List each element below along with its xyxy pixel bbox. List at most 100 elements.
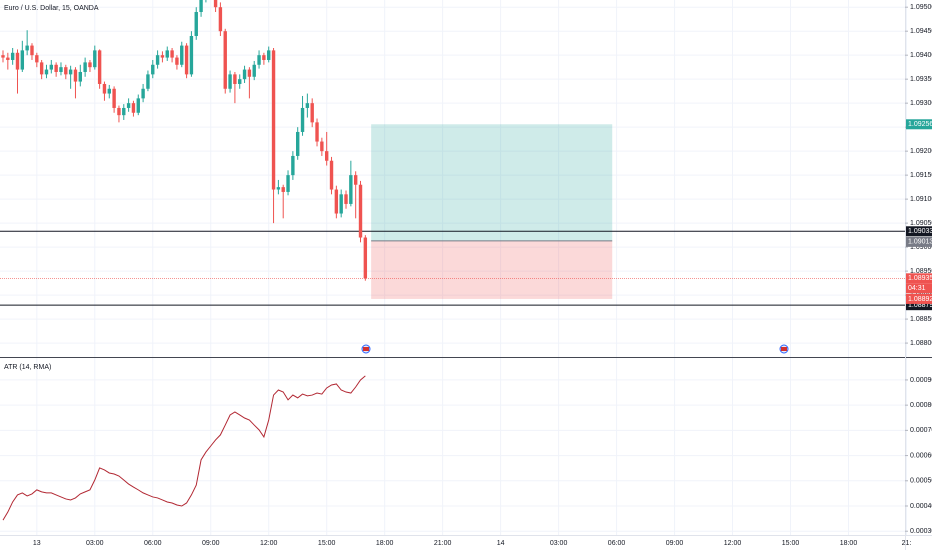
candle-body — [194, 11, 198, 36]
candle-body — [170, 50, 174, 58]
y-tick-label: 1.08850 — [910, 316, 932, 323]
candle-body — [262, 55, 266, 60]
candle-body — [310, 103, 314, 123]
x-tick-label: 12:00 — [724, 540, 742, 547]
candle-body — [44, 69, 49, 75]
event-marker[interactable] — [779, 344, 789, 354]
line-price-label: 1.09033 — [908, 228, 932, 235]
y-tick-label: 1.09150 — [910, 172, 932, 179]
candle-body — [141, 88, 145, 99]
candle-body — [30, 45, 34, 56]
candle-body — [267, 50, 271, 60]
candle-body — [315, 122, 319, 142]
x-tick-label: 12:00 — [260, 540, 278, 547]
x-tick-label: 13 — [33, 540, 41, 547]
candle-body — [363, 237, 368, 279]
y-tick-label: 1.09200 — [910, 148, 932, 155]
candle-body — [286, 175, 290, 192]
x-tick-label: 15:00 — [782, 540, 800, 547]
candle-body — [247, 69, 252, 77]
candle-body — [136, 98, 140, 113]
entry-price-label: 1.09013 — [908, 239, 932, 246]
event-marker[interactable] — [361, 344, 371, 354]
candle-body — [238, 79, 242, 84]
profit-zone — [371, 124, 613, 241]
x-tick-label: 21:00 — [434, 540, 452, 547]
stop-price-label: 1.08892 — [908, 296, 932, 303]
candle-body — [189, 35, 194, 75]
countdown-label-bg — [906, 283, 932, 294]
y-tick-label: 1.09450 — [910, 28, 932, 35]
candle-body — [54, 64, 58, 72]
candle-body — [151, 64, 155, 75]
candle-body — [88, 62, 92, 68]
candle-body — [39, 62, 44, 75]
countdown-label: 04:31 — [908, 285, 926, 292]
stop-price-label-bg — [906, 293, 932, 304]
candle-body — [165, 50, 169, 58]
candle-body — [344, 194, 348, 204]
candle-body — [20, 50, 25, 70]
x-tick-label: 15:00 — [318, 540, 336, 547]
candle-body — [49, 64, 54, 70]
y-tick-label: 1.09300 — [910, 100, 932, 107]
candle-body — [122, 107, 126, 116]
candle-body — [257, 55, 261, 65]
candle-body — [233, 74, 237, 84]
line-price-label-bg — [906, 300, 932, 311]
candle-body — [324, 151, 329, 161]
loss-zone — [371, 240, 613, 299]
x-tick-label: 21: — [902, 540, 912, 547]
candle-body — [291, 155, 295, 176]
candle-body — [353, 175, 358, 185]
candle-body — [83, 62, 87, 72]
candle-body — [228, 74, 232, 89]
candle-body — [334, 189, 339, 214]
candle-body — [180, 45, 184, 65]
candle-body — [97, 50, 102, 84]
target-price-label-bg — [906, 119, 932, 130]
line-price-label: 1.08879 — [908, 302, 932, 309]
candle-body — [320, 141, 324, 152]
candle-body — [252, 64, 256, 77]
candle-body — [6, 57, 10, 60]
candle-body — [329, 160, 334, 190]
y-tick-label: 1.09000 — [910, 244, 932, 251]
y-tick-label: 1.08800 — [910, 340, 932, 347]
candle-body — [117, 107, 121, 116]
x-tick-label: 18:00 — [376, 540, 394, 547]
candle-body — [349, 175, 353, 204]
candle-body — [300, 107, 305, 132]
candle-body — [218, 7, 223, 32]
candle-body — [112, 88, 116, 108]
y-tick-label: 1.08950 — [910, 268, 932, 275]
x-tick-label: 03:00 — [86, 540, 104, 547]
x-tick-label: 18:00 — [840, 540, 858, 547]
candle-body — [93, 50, 97, 68]
candle-body — [146, 74, 150, 89]
y-tick-label: 1.09400 — [910, 52, 932, 59]
entry-price-label-bg — [906, 236, 932, 247]
candle-body — [213, 0, 218, 8]
last-price-label: 1.08935 — [908, 275, 932, 282]
candle-body — [107, 88, 111, 94]
y-tick-label: 1.09100 — [910, 196, 932, 203]
candle-body — [276, 187, 281, 190]
candle-body — [305, 103, 310, 108]
indicator-line — [2, 375, 366, 521]
target-price-label: 1.09256 — [908, 121, 932, 128]
y-tick-label: 1.09050 — [910, 220, 932, 227]
candle-body — [358, 184, 363, 238]
candle-body — [223, 31, 227, 89]
x-tick-label: 03:00 — [550, 540, 568, 547]
chart-title: Euro / U.S. Dollar, 15, OANDA — [4, 5, 99, 12]
candle-body — [25, 45, 29, 51]
candle-body — [73, 69, 78, 82]
price-pane — [0, 0, 905, 306]
candle-body — [10, 52, 15, 60]
x-tick-label: 09:00 — [666, 540, 684, 547]
